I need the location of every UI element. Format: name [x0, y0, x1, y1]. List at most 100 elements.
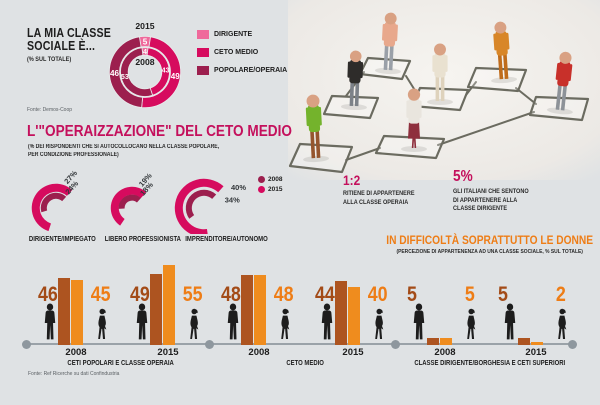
- legend-label: POPOLARE/OPERAIA: [214, 67, 288, 74]
- women-value: 2: [556, 283, 566, 306]
- legend-label: 2015: [268, 186, 283, 193]
- gauge-imprenditore-autonomo: 40% 34% IMPRENDITORE/AUTONOMO: [170, 170, 282, 250]
- bar-women: [439, 337, 452, 345]
- year-label: 2008: [434, 347, 456, 358]
- fact-ratio-text: RITIENE DI APPARTENERE ALLA CLASSE OPERA…: [343, 190, 415, 206]
- gauge-arc-2015: [110, 186, 147, 226]
- figurine-red-jacket: [546, 51, 573, 115]
- donut-inner-year-label: 2008: [135, 57, 154, 67]
- woman-silhouette: [372, 308, 386, 345]
- man-silhouette-icon: [504, 303, 516, 340]
- donut-outer-year-label: 2015: [135, 21, 154, 31]
- miniatures-photo: [288, 0, 600, 180]
- gauge-category-label: IMPRENDITORE/AUTONOMO: [184, 236, 268, 243]
- gauge-value-2008: 34%: [225, 196, 240, 205]
- donut-value: 49: [171, 72, 181, 81]
- bar-men: [150, 273, 162, 345]
- man-silhouette: [42, 303, 58, 345]
- drawn-square: [288, 142, 354, 174]
- gauge-value-2015: 40%: [231, 183, 246, 192]
- women-value: 45: [91, 283, 111, 306]
- year-label: 2008: [248, 347, 270, 358]
- operaizzazione-title: L'"OPERAIZZAZIONE" DEL CETO MEDIO: [27, 123, 292, 140]
- donut-value: 4: [143, 48, 147, 56]
- bar-men: [518, 337, 530, 345]
- gender-bar-chart: 46 45 2008 49 55 2015 CETI POPOLARI E CLAS…: [0, 258, 600, 378]
- timeline-dot: [21, 339, 31, 349]
- man-silhouette-icon: [321, 303, 333, 340]
- timeline-dot: [204, 339, 214, 349]
- woman-silhouette-icon: [375, 308, 384, 340]
- class-chart-title-line1: LA MIA CLASSE: [27, 26, 112, 40]
- fact-ratio-value: 1:2: [343, 172, 361, 188]
- gauge-legend-item-2008: 2008: [258, 176, 282, 183]
- man-silhouette-icon: [136, 303, 148, 340]
- legend-swatch: [197, 48, 209, 57]
- fact-pct-value: 5%: [453, 168, 473, 185]
- bar-group-2015: 49 55 2015: [130, 258, 204, 358]
- woman-silhouette-icon: [281, 308, 290, 340]
- women-value: 48: [274, 283, 294, 306]
- donut-segment-popolare-operaia: [120, 47, 154, 97]
- group-label: CLASSE DIRIGENTE/BORGHESIA E CETI SUPERI…: [414, 360, 566, 367]
- gauge-svg: 40%34%: [174, 178, 246, 238]
- donut-value: 43: [162, 67, 170, 75]
- gauge-arc-2008: [185, 189, 217, 219]
- man-silhouette: [134, 303, 150, 345]
- legend-item-dirigente: DIRIGENTE: [197, 30, 287, 39]
- fact-working-class: 1:2 RITIENE DI APPARTENERE ALLA CLASSE O…: [343, 172, 427, 207]
- man-silhouette: [502, 303, 518, 345]
- bar-group-2008: 46 45 2008: [38, 258, 112, 358]
- class-chart-source: Fonte: Demos-Coop: [27, 107, 73, 113]
- gauge-arc-2015: [174, 178, 224, 238]
- gauge-svg: 19%18%: [110, 171, 155, 226]
- woman-silhouette-icon: [190, 308, 199, 340]
- legend-label: CETO MEDIO: [214, 49, 259, 56]
- woman-silhouette: [187, 308, 201, 345]
- legend-swatch: [197, 30, 209, 39]
- legend-dot: [258, 176, 265, 183]
- gauge-dirigente-impiegato: 27% 24% DIRIGENTE/IMPIEGATO: [22, 168, 102, 250]
- drawn-connector-line: [515, 87, 537, 105]
- gauge-arc-2008: [118, 194, 141, 209]
- woman-silhouette: [464, 308, 478, 345]
- bar-women: [253, 275, 266, 345]
- women-value: 5: [465, 283, 475, 306]
- timeline-dot: [567, 339, 577, 349]
- bar-group-2008: 5 5 2008: [407, 258, 481, 358]
- year-label: 2015: [342, 347, 364, 358]
- legend-label: 2008: [268, 176, 283, 183]
- woman-silhouette: [555, 308, 569, 345]
- bar-group-2015: 44 40 2015: [315, 258, 389, 358]
- group-label: CETI POPOLARI E CLASSE OPERAIA: [67, 360, 175, 367]
- bar-group-2015: 5 2 2015: [498, 258, 572, 358]
- year-label: 2015: [157, 347, 179, 358]
- man-silhouette-icon: [44, 303, 56, 340]
- drawn-square: [466, 66, 528, 93]
- gauge-libero-professionista: 19% 18% LIBERO PROFESSIONISTA: [98, 170, 181, 250]
- men-value: 5: [498, 283, 508, 306]
- figurine-cream-suit: [427, 43, 453, 105]
- woman-silhouette: [278, 308, 292, 345]
- donut-value: 46: [110, 69, 120, 78]
- timeline-dot: [390, 339, 400, 349]
- men-value: 49: [130, 283, 150, 306]
- gauge-arc-2008: [40, 192, 67, 213]
- woman-silhouette-icon: [98, 308, 107, 340]
- bar-men: [241, 275, 253, 345]
- figurine-orange-suit: [491, 21, 518, 84]
- bar-group-2008: 48 48 2008: [221, 258, 295, 358]
- man-silhouette: [411, 303, 427, 345]
- miniatures-photo-svg: [288, 0, 600, 180]
- man-silhouette-icon: [413, 303, 425, 340]
- class-chart-title: LA MIA CLASSE SOCIALE È...: [27, 27, 126, 53]
- fact-pct-text: GLI ITALIANI CHE SENTONO DI APPARTENERE …: [453, 188, 529, 212]
- bar-women: [162, 265, 175, 345]
- year-label: 2008: [65, 347, 87, 358]
- gauge-svg: 27%24%: [31, 168, 80, 232]
- men-value: 46: [38, 283, 58, 306]
- bar-men: [58, 278, 70, 345]
- bar-women: [347, 287, 360, 345]
- legend-swatch: [197, 66, 209, 75]
- legend-item-popolare-operaia: POPOLARE/OPERAIA: [197, 66, 287, 75]
